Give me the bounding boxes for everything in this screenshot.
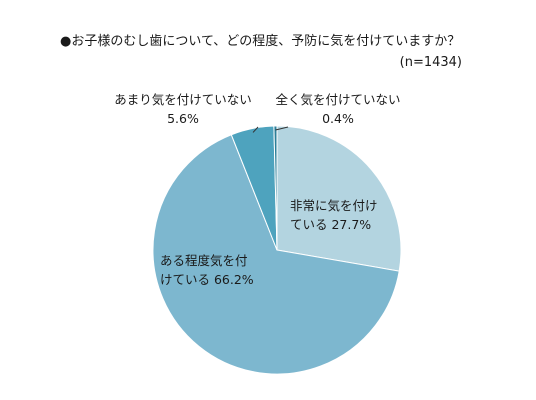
slice-label-1-line-1: けている 66.2% — [160, 272, 254, 287]
leader-line-2 — [252, 126, 259, 133]
slice-label-0-line-0: 非常に気を付け — [290, 198, 378, 213]
slice-label-1-line-0: ある程度気を付 — [160, 253, 248, 268]
pie-slices — [152, 125, 402, 375]
slice-label-2: あまり気を付けていない 5.6% — [114, 92, 252, 126]
pie-slice-1 — [152, 134, 400, 375]
slice-label-2-line-0: あまり気を付けていない — [114, 92, 252, 107]
slice-label-0: 非常に気を付けている 27.7% — [290, 198, 378, 232]
chart-title: ●お子様のむし歯について、どの程度、予防に気を付けていますか？ — [60, 33, 460, 49]
pie-slice-3 — [273, 125, 278, 251]
pie-slice-0 — [276, 125, 402, 272]
slice-label-2-line-1: 5.6% — [167, 111, 199, 126]
leader-line-3 — [275, 126, 289, 131]
slice-label-3-line-0: 全く気を付けていない — [275, 92, 400, 107]
slice-labels: 非常に気を付けている 27.7% ある程度気を付けている 66.2% あまり気を付け… — [114, 92, 400, 287]
chart-subtitle: (n=1434) — [400, 55, 462, 70]
slice-label-0-line-1: ている 27.7% — [290, 217, 371, 232]
slice-label-1: ある程度気を付けている 66.2% — [160, 253, 254, 287]
slice-label-3: 全く気を付けていない 0.4% — [275, 92, 400, 126]
slice-label-3-line-1: 0.4% — [322, 111, 354, 126]
leader-lines — [252, 126, 289, 133]
